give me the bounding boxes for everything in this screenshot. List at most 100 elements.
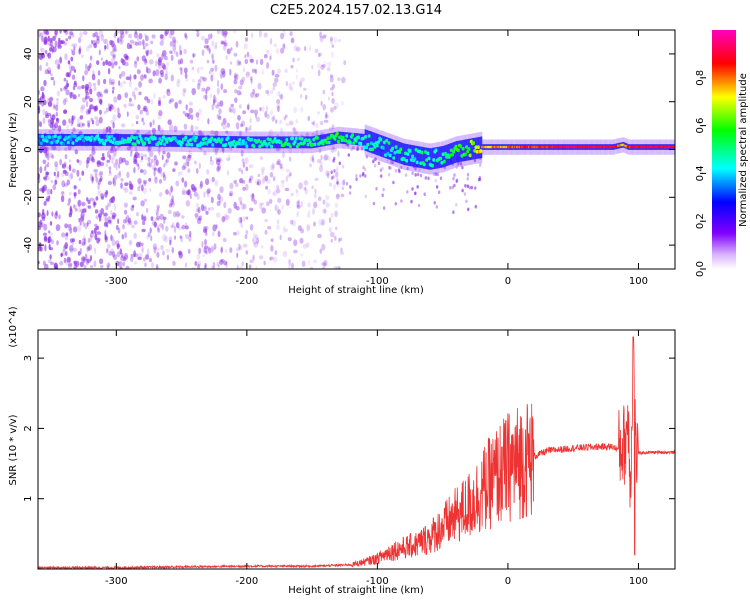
noise-dot bbox=[222, 237, 227, 243]
noise-dot bbox=[155, 247, 160, 251]
noise-dot bbox=[61, 191, 64, 195]
noise-dot bbox=[339, 251, 344, 256]
noise-dot bbox=[169, 239, 172, 246]
noise-dot bbox=[157, 59, 162, 66]
noise-dot bbox=[200, 132, 205, 137]
noise-dot bbox=[283, 43, 286, 51]
ridge-core bbox=[364, 135, 368, 139]
noise-dot bbox=[233, 52, 238, 57]
noise-dot bbox=[184, 262, 188, 268]
noise-dot bbox=[153, 154, 157, 161]
noise-dot bbox=[212, 98, 216, 106]
noise-dot bbox=[170, 54, 174, 61]
noise-dot bbox=[320, 154, 323, 161]
noise-dot bbox=[185, 104, 188, 111]
noise-dot bbox=[83, 264, 87, 269]
noise-dot bbox=[90, 117, 94, 122]
noise-dot bbox=[203, 150, 207, 156]
ridge-core bbox=[415, 160, 420, 165]
noise-dot bbox=[263, 260, 266, 266]
noise-dot bbox=[162, 250, 165, 256]
noise-dot bbox=[47, 259, 52, 264]
noise-dot bbox=[194, 213, 199, 218]
noise-dot bbox=[61, 163, 64, 169]
noise-dot bbox=[119, 30, 125, 36]
noise-dot bbox=[66, 256, 71, 263]
ridge-band bbox=[430, 148, 432, 170]
noise-dot bbox=[42, 108, 46, 116]
noise-dot bbox=[49, 254, 52, 260]
ridge-core bbox=[103, 142, 107, 146]
noise-dot bbox=[200, 66, 204, 70]
noise-dot bbox=[374, 163, 377, 168]
noise-dot bbox=[119, 266, 123, 269]
noise-dot bbox=[222, 216, 226, 222]
noise-dot bbox=[222, 146, 225, 154]
ridge-band bbox=[366, 130, 369, 152]
ridge-core bbox=[348, 140, 353, 145]
noise-dot bbox=[91, 176, 94, 184]
noise-dot bbox=[134, 30, 138, 35]
noise-dot bbox=[143, 215, 146, 222]
ridge-band bbox=[392, 139, 395, 162]
noise-dot bbox=[97, 182, 100, 191]
noise-dot bbox=[100, 34, 105, 42]
noise-dot bbox=[178, 251, 183, 259]
noise-dot bbox=[244, 37, 249, 42]
noise-dot bbox=[419, 173, 423, 178]
noise-dot bbox=[112, 54, 116, 59]
noise-dot bbox=[279, 119, 282, 125]
noise-dot bbox=[285, 228, 288, 233]
ridge-core bbox=[250, 137, 254, 142]
noise-dot bbox=[185, 77, 189, 82]
noise-dot bbox=[61, 180, 66, 188]
noise-dot bbox=[317, 233, 322, 239]
noise-dot bbox=[136, 36, 140, 42]
ridge-band bbox=[143, 134, 146, 147]
noise-dot bbox=[156, 204, 160, 209]
noise-dot bbox=[173, 50, 179, 55]
noise-dot bbox=[234, 97, 238, 103]
noise-dot bbox=[54, 161, 58, 168]
noise-dot bbox=[84, 222, 88, 230]
noise-dot bbox=[208, 247, 212, 254]
noise-dot bbox=[97, 237, 101, 242]
noise-dot bbox=[411, 171, 414, 175]
noise-dot bbox=[260, 202, 265, 206]
noise-dot bbox=[91, 149, 96, 155]
noise-dot bbox=[309, 163, 312, 168]
noise-dot bbox=[238, 167, 242, 172]
noise-dot bbox=[159, 40, 164, 46]
noise-dot bbox=[216, 200, 221, 207]
noise-dot bbox=[153, 221, 158, 228]
noise-dot bbox=[280, 166, 284, 171]
noise-dot bbox=[250, 58, 255, 63]
ridge-band bbox=[282, 136, 284, 149]
x-tick-label: 100 bbox=[629, 276, 648, 287]
noise-dot bbox=[314, 188, 317, 194]
noise-dot bbox=[100, 207, 105, 215]
noise-dot bbox=[149, 121, 152, 128]
noise-dot bbox=[220, 247, 223, 254]
noise-dot bbox=[220, 41, 226, 45]
noise-dot bbox=[73, 43, 78, 48]
ridge-core bbox=[40, 134, 45, 139]
noise-dot bbox=[330, 238, 333, 243]
noise-dot bbox=[301, 260, 306, 267]
noise-dot bbox=[350, 147, 353, 152]
ridge-core bbox=[456, 148, 461, 153]
noise-dot bbox=[332, 175, 335, 179]
noise-dot bbox=[372, 201, 376, 206]
noise-dot bbox=[157, 124, 161, 131]
noise-dot bbox=[89, 88, 93, 95]
noise-dot bbox=[332, 84, 336, 89]
noise-dot bbox=[58, 214, 61, 220]
ridge-band bbox=[358, 133, 361, 146]
noise-dot bbox=[410, 199, 413, 204]
noise-dot bbox=[439, 176, 443, 181]
noise-dot bbox=[189, 59, 194, 64]
ridge-band bbox=[197, 135, 200, 148]
noise-dot bbox=[355, 173, 358, 178]
noise-dot bbox=[78, 48, 81, 55]
noise-dot bbox=[464, 184, 467, 188]
